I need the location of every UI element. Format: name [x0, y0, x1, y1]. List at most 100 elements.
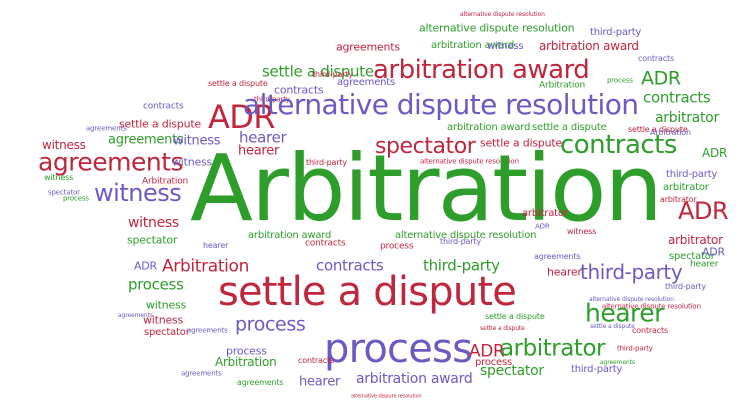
cloud-word: ADR	[535, 222, 550, 231]
cloud-word: contracts	[560, 130, 677, 160]
cloud-word: contracts	[274, 83, 324, 97]
cloud-word: contracts	[143, 101, 184, 112]
cloud-word: spectator	[669, 251, 715, 262]
cloud-word: hearer	[585, 298, 664, 328]
cloud-word: settle a dispute	[532, 122, 607, 133]
cloud-word: arbitration award	[373, 55, 590, 85]
cloud-word: third-party	[312, 70, 353, 79]
cloud-word: contracts	[638, 54, 674, 63]
cloud-word: contracts	[316, 256, 384, 275]
cloud-word: process	[63, 194, 89, 203]
cloud-word: witness	[173, 133, 221, 149]
cloud-word: hearer	[299, 374, 341, 390]
cloud-word: ADR	[702, 146, 728, 160]
cloud-word: witness	[128, 215, 179, 231]
cloud-word: arbitration award	[447, 122, 531, 133]
cloud-word: arbitration award	[431, 40, 515, 51]
cloud-word: arbitrator	[655, 110, 719, 126]
cloud-word: contracts	[305, 238, 346, 249]
cloud-word: Arbitration	[539, 80, 586, 91]
cloud-word: arbitration award	[248, 230, 332, 241]
cloud-word: process	[380, 241, 414, 252]
cloud-word: alternative dispute resolution	[351, 393, 422, 400]
cloud-word: contracts	[298, 356, 334, 365]
cloud-word: Arbitration	[650, 128, 691, 137]
cloud-word: process	[235, 313, 306, 336]
cloud-word: witness	[42, 138, 86, 152]
cloud-word: alternative dispute resolution	[420, 157, 519, 166]
cloud-word: agreements	[38, 147, 184, 177]
cloud-word: settle a dispute	[208, 79, 268, 88]
cloud-word: alternative dispute resolution	[395, 230, 537, 241]
cloud-word: alternative dispute resolution	[419, 21, 575, 35]
cloud-word: arbitration award	[356, 371, 473, 387]
cloud-word: agreements	[336, 40, 400, 54]
cloud-word: spectator	[127, 233, 178, 247]
cloud-word: arbitration award	[539, 39, 639, 53]
cloud-word: alternative dispute resolution	[602, 302, 701, 311]
cloud-word: hearer	[690, 259, 719, 270]
cloud-word: agreements	[181, 369, 222, 378]
cloud-word: settle a dispute	[480, 136, 562, 150]
cloud-word: ADR	[702, 245, 725, 259]
cloud-word: settle a dispute	[480, 325, 525, 332]
cloud-word: ADR	[641, 67, 681, 90]
cloud-word: witness	[146, 298, 187, 312]
cloud-word: alternative dispute resolution	[243, 88, 639, 121]
cloud-word: Arbitration	[190, 135, 663, 242]
cloud-word: agreements	[600, 359, 635, 366]
cloud-word: settle a dispute	[119, 117, 201, 131]
cloud-word: agreements	[86, 124, 127, 133]
cloud-word: third-party	[617, 344, 653, 353]
cloud-word: ADR	[208, 98, 275, 136]
cloud-word: third-party	[590, 27, 642, 38]
cloud-word: process	[324, 326, 473, 372]
cloud-word: process	[128, 275, 184, 294]
cloud-word: settle a dispute	[590, 323, 635, 330]
cloud-word: arbitrator	[668, 233, 723, 247]
cloud-word: witness	[44, 173, 74, 182]
cloud-word: arbitrator	[663, 182, 709, 193]
cloud-word: spectator	[48, 188, 80, 197]
cloud-word: settle a dispute	[628, 125, 688, 134]
cloud-word: witness	[94, 179, 182, 207]
cloud-word: witness	[172, 155, 213, 169]
cloud-word: settle a dispute	[485, 312, 545, 321]
cloud-word: process	[226, 344, 267, 358]
cloud-word: third-party	[666, 169, 718, 180]
cloud-word: third-party	[571, 364, 623, 375]
cloud-word: third-party	[580, 260, 683, 284]
cloud-word: agreements	[118, 312, 153, 319]
cloud-word: third-party	[440, 237, 481, 246]
cloud-word: Arbitration	[215, 355, 277, 369]
cloud-word: settle a dispute	[218, 269, 517, 315]
cloud-word: agreements	[237, 378, 284, 387]
cloud-word: arbitrator	[660, 195, 697, 204]
cloud-word: third-party	[306, 158, 347, 167]
cloud-word: alternative dispute resolution	[589, 296, 674, 303]
cloud-word: spectator	[375, 134, 476, 159]
cloud-word: Arbitration	[162, 256, 250, 277]
cloud-word: agreements	[108, 132, 184, 148]
cloud-word: contracts	[632, 326, 668, 335]
cloud-word: settle a dispute	[262, 62, 374, 81]
cloud-word: agreements	[534, 252, 581, 261]
cloud-word: process	[475, 357, 513, 368]
cloud-word: arbitrator	[522, 208, 568, 219]
cloud-word: agreements	[187, 326, 228, 335]
cloud-word: contracts	[643, 88, 711, 107]
cloud-word: third-party	[254, 95, 290, 104]
cloud-word: third-party	[665, 282, 706, 291]
cloud-word: third-party	[423, 256, 500, 275]
cloud-word: ADR	[678, 197, 729, 225]
cloud-word: arbitrator	[500, 335, 606, 362]
cloud-word: witness	[567, 227, 597, 236]
cloud-word: Arbitration	[142, 176, 189, 187]
cloud-word: witness	[143, 313, 184, 327]
cloud-word: spectator	[144, 327, 190, 338]
cloud-word: hearer	[238, 143, 280, 159]
cloud-word: process	[607, 76, 633, 85]
cloud-word: hearer	[547, 265, 582, 279]
cloud-word: ADR	[469, 341, 505, 362]
